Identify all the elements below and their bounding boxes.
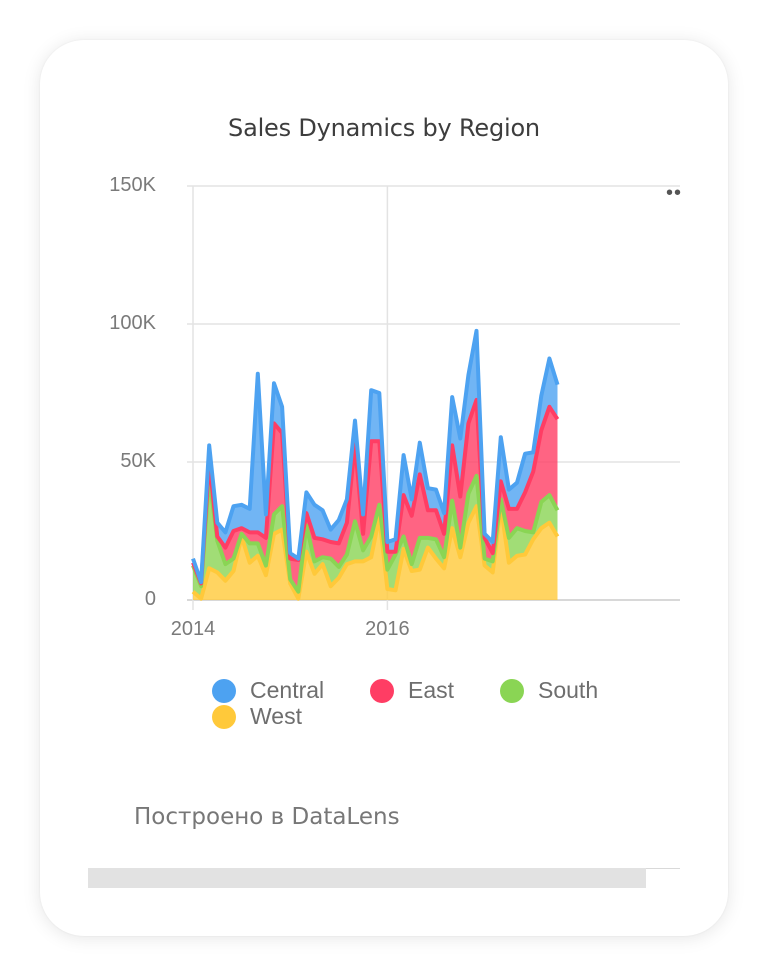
legend-label: South [538, 677, 599, 703]
legend-swatch [370, 678, 394, 703]
legend-item-south[interactable]: South [500, 677, 598, 704]
legend-label: East [408, 677, 455, 703]
legend-item-central[interactable]: Central [212, 677, 324, 704]
y-tick-label: 150K [109, 174, 156, 196]
legend-label: Central [250, 677, 325, 703]
line-central[interactable] [191, 328, 560, 585]
y-tick-label: 0 [144, 588, 156, 610]
footer-credit: Построено в DataLens [134, 804, 400, 830]
legend-label: West [250, 703, 302, 729]
legend-item-west[interactable]: West [212, 703, 302, 730]
scrollbar-track-line [646, 868, 680, 869]
scrollbar-thumb[interactable] [88, 868, 646, 888]
legend-swatch [212, 704, 236, 729]
x-tick-label: 2016 [365, 618, 410, 640]
y-tick-label: 100K [109, 312, 156, 334]
area-west[interactable] [193, 506, 558, 600]
legend-item-east[interactable]: East [370, 677, 454, 704]
chart-plot [187, 185, 680, 610]
chart-title: Sales Dynamics by Region [228, 114, 540, 142]
legend-swatch [212, 678, 236, 703]
x-tick-label: 2014 [170, 618, 216, 640]
chart-card: Sales Dynamics by Region 0 50K 100K 150K 20… [40, 40, 728, 936]
legend-swatch [500, 678, 524, 703]
y-tick-label: 50K [120, 450, 156, 472]
more-dots-icon[interactable]: •• [666, 182, 683, 204]
horizontal-scrollbar[interactable] [88, 868, 680, 888]
line-east[interactable] [191, 397, 560, 586]
